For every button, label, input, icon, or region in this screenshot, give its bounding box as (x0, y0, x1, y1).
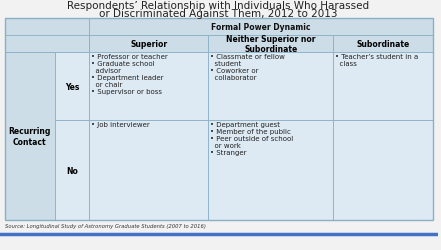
Text: • Department guest
• Member of the public
• Peer outside of school
  or work
• S: • Department guest • Member of the publi… (210, 122, 294, 156)
Bar (333, 36, 433, 53)
Bar (55, 120, 89, 220)
Bar (89, 53, 208, 120)
Bar (89, 120, 208, 220)
Text: Source: Longitudinal Study of Astronomy Graduate Students (2007 to 2016): Source: Longitudinal Study of Astronomy … (5, 223, 206, 228)
Bar (333, 53, 433, 120)
Text: • Teacher’s student in a
  class: • Teacher’s student in a class (335, 54, 419, 67)
Text: No: No (66, 166, 78, 175)
Text: Respondents’ Relationship with Individuals Who Harassed: Respondents’ Relationship with Individua… (67, 1, 370, 11)
Text: • Professor or teacher
• Graduate school
  advisor
• Department leader
  or chai: • Professor or teacher • Graduate school… (91, 54, 168, 94)
Bar (208, 53, 333, 120)
Bar (5, 19, 89, 53)
Text: Superior: Superior (130, 40, 168, 49)
Text: Yes: Yes (65, 82, 79, 91)
Bar (5, 19, 433, 220)
Bar (208, 120, 333, 220)
Text: Subordinate: Subordinate (356, 40, 410, 49)
Text: Formal Power Dynamic: Formal Power Dynamic (211, 23, 311, 32)
Bar (5, 36, 89, 53)
Text: • Classmate or fellow
  student
• Coworker or
  collaborator: • Classmate or fellow student • Coworker… (210, 54, 285, 81)
Bar (333, 120, 433, 220)
Bar (208, 36, 333, 53)
Text: Neither Superior nor
Subordinate: Neither Superior nor Subordinate (226, 35, 316, 54)
Bar (55, 53, 89, 120)
Text: Recurring
Contact: Recurring Contact (8, 127, 51, 146)
Bar (89, 19, 433, 36)
Text: or Discriminated Against Them, 2012 to 2013: or Discriminated Against Them, 2012 to 2… (99, 9, 337, 19)
Bar (5, 53, 55, 220)
Text: • Job interviewer: • Job interviewer (91, 122, 150, 128)
Bar (89, 36, 208, 53)
